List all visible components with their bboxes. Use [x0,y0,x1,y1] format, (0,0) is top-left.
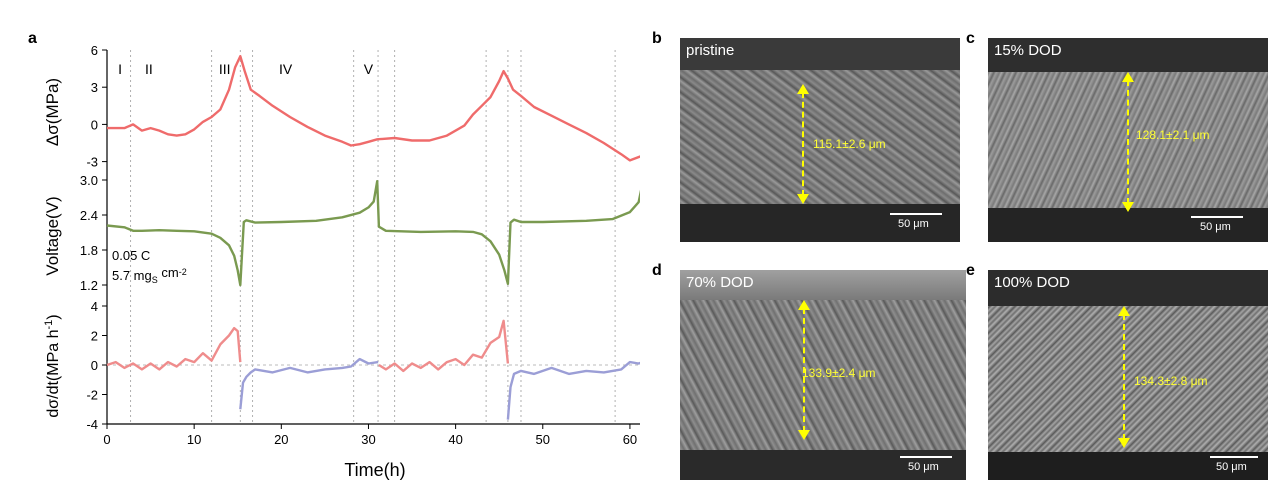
scale-bar [900,456,952,458]
loading-annotation: 5.7 mgS cm-2 [112,265,187,285]
x-tick-label: 40 [448,432,462,447]
stage-label: II [145,61,153,77]
y-tick-label: 2.4 [80,208,98,223]
sem-image-100-dod: 100% DOD 134.3±2.8 μm 50 μm [988,270,1268,480]
thickness-arrow [1127,80,1129,204]
sem-texture [680,270,966,480]
sem-background-top [988,38,1268,72]
scale-bar-label: 50 μm [898,218,929,230]
y-axis-label-stress: Δσ(MPa) [43,78,62,146]
y-tick-label: 4 [91,299,98,314]
loading-annotation-part: S [152,275,158,285]
sem-image-15-dod: 15% DOD 128.1±2.1 μm 50 μm [988,38,1268,242]
thickness-arrow [803,308,805,432]
y-tick-label: 6 [91,43,98,58]
thickness-arrow [1123,314,1125,440]
sem-substrate [680,204,960,242]
sem-background-top [680,38,960,70]
arrow-up-icon [1118,306,1130,316]
sem-condition-label: 15% DOD [994,42,1062,59]
stage-label: I [118,61,122,77]
x-tick-label: 30 [361,432,375,447]
x-tick-label: 60 [623,432,637,447]
thickness-measurement: 134.3±2.8 μm [1134,374,1208,388]
arrow-down-icon [1122,202,1134,212]
sem-condition-label: 70% DOD [686,274,754,291]
rate-annotation: 0.05 C [112,248,150,263]
sem-background-top [988,270,1268,306]
arrow-down-icon [1118,438,1130,448]
y-tick-label: 2 [91,329,98,344]
series-line [106,179,640,287]
scale-bar [890,213,942,215]
scale-bar [1210,456,1258,458]
y-tick-label: -2 [86,388,98,403]
arrow-up-icon [798,300,810,310]
y-tick-label: 1.2 [80,278,98,293]
thickness-arrow [802,92,804,196]
x-tick-label: 50 [536,432,550,447]
scale-bar-label: 50 μm [908,461,939,473]
sem-substrate [988,208,1268,242]
panel-label-e: e [966,262,975,279]
sem-image-pristine: pristine 115.1±2.6 μm 50 μm [680,38,960,242]
loading-annotation-part: -2 [179,267,187,277]
sem-image-70-dod: 70% DOD 133.9±2.4 μm 50 μm [680,270,966,480]
scale-bar-label: 50 μm [1200,221,1231,233]
panel-label-c: c [966,30,975,47]
y-tick-label: -4 [86,417,98,432]
sem-condition-label: 100% DOD [994,274,1070,291]
series-line [506,360,640,420]
sem-condition-label: pristine [686,42,735,59]
y-axis-label-voltage: Voltage(V) [43,196,62,275]
panel-label-d: d [652,262,662,279]
x-tick-label: 0 [103,432,110,447]
x-tick-label: 20 [274,432,288,447]
series-line [378,319,510,373]
y-tick-label: 1.8 [80,243,98,258]
y-tick-label: 0 [91,117,98,132]
x-tick-label: 10 [187,432,201,447]
y-axis-label-rate: dσ/dt(MPa h-1) [43,314,62,417]
panel-label-a: a [28,30,37,47]
y-axis-label-rate-sup: -1 [43,320,55,330]
y-tick-label: 0 [91,358,98,373]
panel-a-chart: 630-33.02.41.81.2420-2-4Δσ(MPa)Voltage(V… [43,43,640,480]
arrow-down-icon [797,194,809,204]
y-tick-label: 3 [91,80,98,95]
y-axis-label-rate-main: dσ/dt(MPa h [45,329,62,417]
x-axis-label: Time(h) [344,460,405,480]
loading-annotation-part: 5.7 mg [112,268,152,283]
arrow-up-icon [797,84,809,94]
thickness-measurement: 128.1±2.1 μm [1136,128,1210,142]
thickness-measurement: 115.1±2.6 μm [813,137,886,151]
arrow-up-icon [1122,72,1134,82]
panel-label-b: b [652,30,662,47]
arrow-down-icon [798,430,810,440]
series-line [107,55,640,162]
stage-label: V [364,61,374,77]
scale-bar [1191,216,1243,218]
sem-background-top [680,270,966,300]
stage-label: IV [279,61,293,77]
y-axis-label-rate-end: ) [45,314,62,319]
stage-label: III [219,61,231,77]
thickness-measurement: 133.9±2.4 μm [802,366,876,380]
loading-annotation-part: cm [158,265,179,280]
scale-bar-label: 50 μm [1216,461,1247,473]
sem-substrate [680,450,966,480]
series-line [239,357,379,410]
series-line [106,326,242,371]
y-tick-label: -3 [86,155,98,170]
y-tick-label: 3.0 [80,173,98,188]
